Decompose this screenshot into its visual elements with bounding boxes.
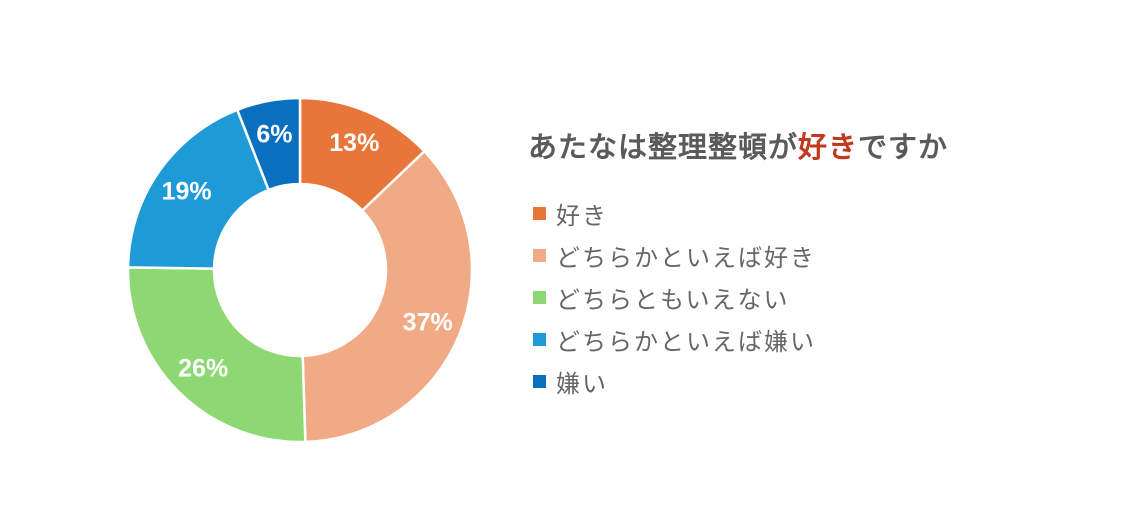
legend: 好きどちらかといえば好き どちらともいえない どちらかといえば嫌い 嫌い [533,192,816,402]
donut-slices [126,96,474,444]
slice-label-2: 37% [403,308,453,336]
legend-label: どちらともいえない [556,285,790,314]
legend-swatch [533,248,546,262]
donut-slice-5 [235,96,302,192]
legend-item-1: 好き [533,192,816,234]
chart-title-highlight: 好き [798,130,859,164]
chart-title-part-2: ですか [858,130,949,164]
legend-swatch [533,374,546,388]
donut-slice-3 [126,266,307,444]
legend-label: どちらかといえば嫌い [556,327,816,356]
legend-swatch [533,206,546,220]
legend-item-4: どちらかといえば嫌い [533,318,816,360]
chart-title: あたなは整理整頓が好きですか [528,124,948,166]
legend-label: 好き [556,201,608,230]
legend-label: どちらかといえば好き [556,243,816,272]
slice-label-1: 13% [329,129,379,157]
slice-label-3: 26% [178,354,228,382]
legend-label: 嫌い [556,369,608,398]
donut-slice-4 [126,108,271,270]
slice-label-4: 19% [162,177,212,205]
chart-title-part-1: あたなは整理整頓が [528,130,799,164]
donut-slice-2 [301,149,474,444]
legend-swatch [533,290,546,304]
legend-item-3: どちらともいえない [533,276,816,318]
legend-item-2: どちらかといえば好き [533,234,816,276]
legend-swatch [533,332,546,346]
legend-item-5: 嫌い [533,360,816,402]
donut-slice-labels: 13% 37% 26% 19% 6% [162,120,453,382]
slice-label-5: 6% [256,120,292,148]
